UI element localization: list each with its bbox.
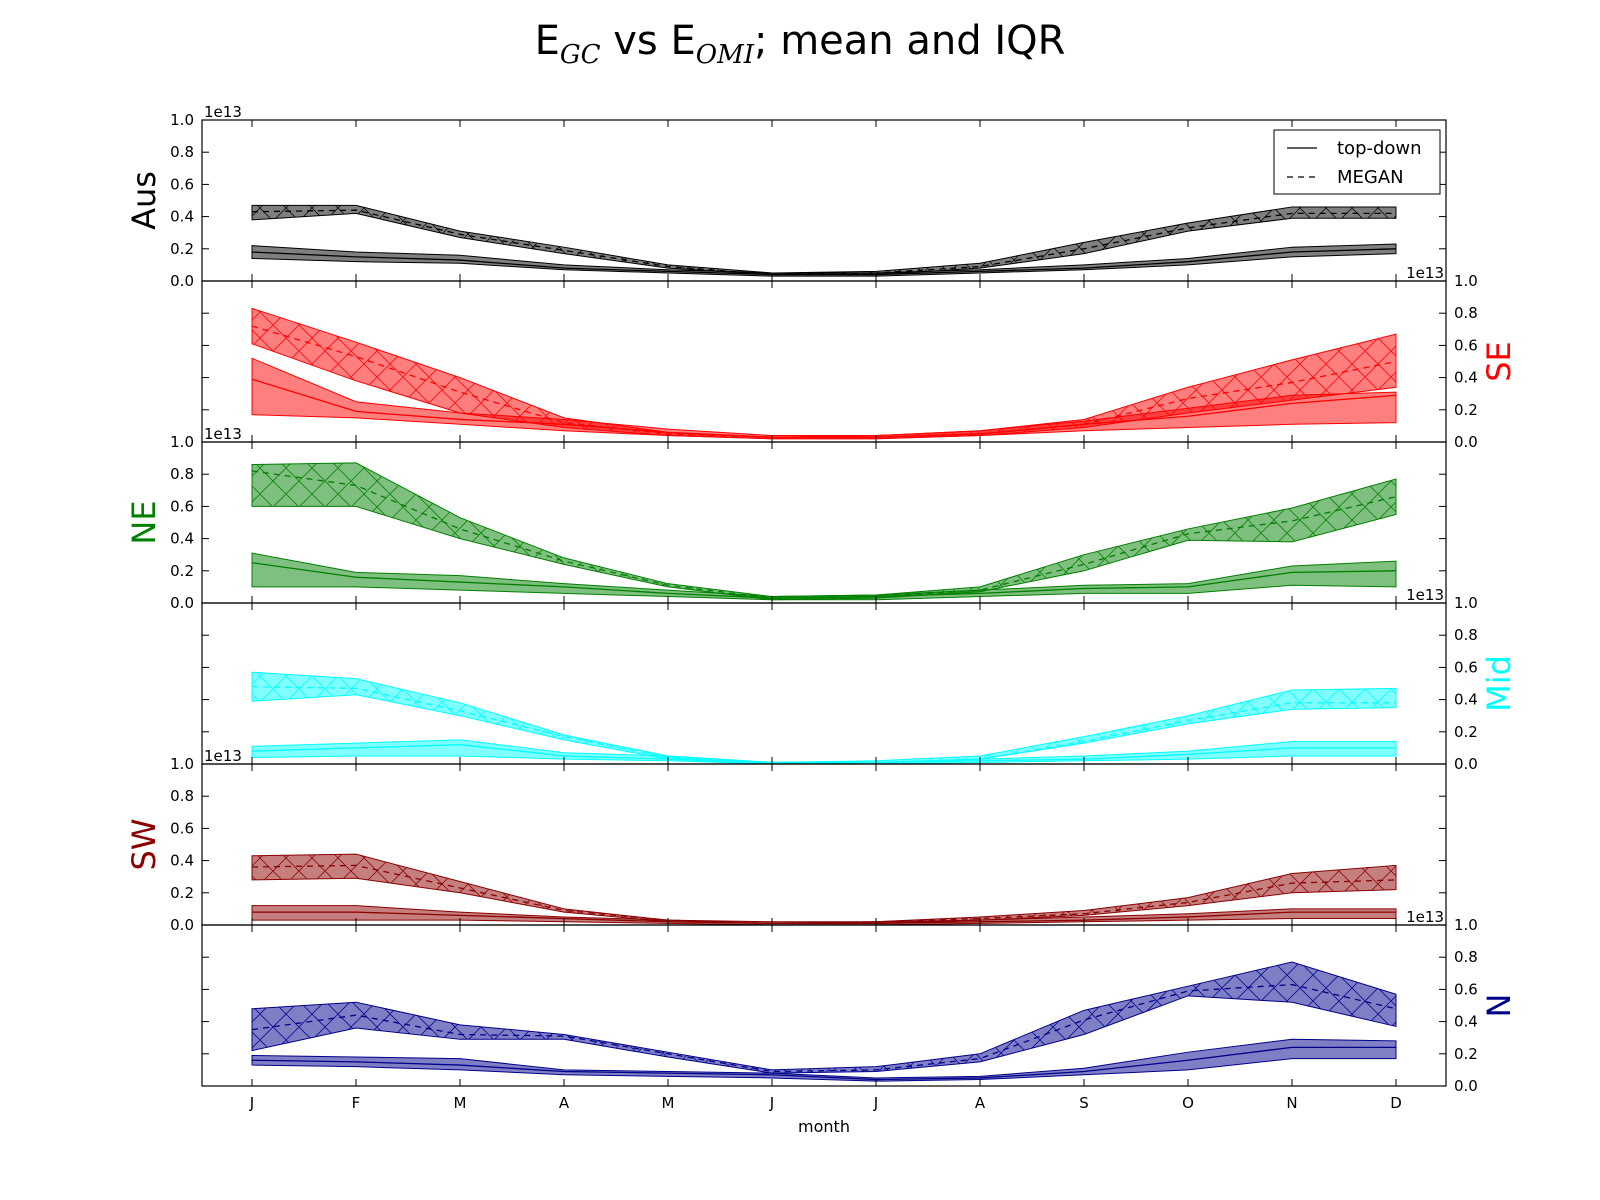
y-tick-label: 0.4 — [170, 208, 194, 226]
y-tick-label: 1.0 — [170, 755, 194, 773]
y-tick-label: 1.0 — [1454, 272, 1478, 290]
x-tick-label: M — [662, 1094, 675, 1112]
region-label-mid: Mid — [1480, 655, 1518, 712]
x-tick-label: F — [352, 1094, 361, 1112]
y-tick-label: 0.8 — [170, 465, 194, 483]
y-tick-label: 0.8 — [1454, 948, 1478, 966]
megan-iqr-hatch — [252, 854, 1396, 924]
x-tick-label: J — [769, 1094, 774, 1112]
y-tick-label: 0.8 — [170, 787, 194, 805]
panel-frame — [201, 924, 1447, 1087]
y-tick-label: 0.6 — [1454, 658, 1478, 676]
megan-mean-line — [251, 209, 1396, 276]
offset-label: 1e13 — [204, 103, 242, 121]
legend-label: top-down — [1337, 138, 1422, 159]
y-tick-label: 0.8 — [1454, 304, 1478, 322]
y-tick-label: 0.6 — [170, 497, 194, 515]
y-tick-label: 0.0 — [170, 594, 194, 612]
x-tick-label: O — [1182, 1094, 1194, 1112]
top-down-iqr-band — [251, 243, 1397, 277]
title-sub1: GC — [559, 40, 601, 70]
megan-mean-line — [251, 325, 1397, 438]
y-tick-label: 0.4 — [170, 530, 194, 548]
legend: top-down MEGAN — [1273, 129, 1441, 195]
panel-frame — [201, 763, 1447, 926]
title-rest: ; mean and IQR — [754, 18, 1066, 64]
region-label-se: SE — [1480, 341, 1518, 382]
panel-n: 0.0 0.2 0.4 0.6 0.8 1.0 1e13 N — [201, 908, 1518, 1095]
chart-title: EGC vs EOMI; mean and IQR — [0, 18, 1600, 70]
region-label-ne: NE — [125, 500, 163, 544]
x-tick-label: S — [1079, 1094, 1089, 1112]
y-tick-label: 0.4 — [1454, 369, 1478, 387]
megan-iqr-hatch — [252, 672, 1396, 764]
offset-label: 1e13 — [204, 425, 242, 443]
region-label-aus: Aus — [125, 171, 163, 230]
panel-mid: 0.0 0.2 0.4 0.6 0.8 1.0 1e13 Mid — [201, 586, 1518, 773]
y-tick-label: 0.2 — [170, 562, 194, 580]
y-tick-label: 0.0 — [170, 916, 194, 934]
y-tick-label: 0.2 — [1454, 401, 1478, 419]
y-tick-label: 0.4 — [1454, 691, 1478, 709]
y-tick-label: 0.2 — [1454, 723, 1478, 741]
y-tick-label: 0.0 — [1454, 755, 1478, 773]
megan-iqr-hatch — [252, 462, 1396, 600]
megan-mean-line — [251, 686, 1396, 764]
y-tick-label: 0.2 — [170, 884, 194, 902]
y-tick-label: 0.4 — [170, 852, 194, 870]
y-tick-label: 0.4 — [1454, 1013, 1478, 1031]
offset-label: 1e13 — [1406, 586, 1444, 604]
y-tick-label: 0.2 — [170, 240, 194, 258]
x-tick-label: D — [1390, 1094, 1402, 1112]
y-tick-label: 0.6 — [170, 819, 194, 837]
panel-frame — [201, 602, 1447, 765]
x-tick-label: J — [249, 1094, 254, 1112]
panel-sw: 0.0 0.2 0.4 0.6 0.8 1.0 1e13 SW — [125, 747, 1447, 934]
legend-label: MEGAN — [1337, 167, 1404, 188]
x-tick-label: N — [1286, 1094, 1297, 1112]
title-e2: E — [670, 18, 696, 64]
y-tick-label: 0.0 — [1454, 1077, 1478, 1095]
y-tick-label: 1.0 — [1454, 594, 1478, 612]
x-axis-label: month — [798, 1117, 850, 1136]
x-tick-label: J — [873, 1094, 878, 1112]
y-tick-label: 0.0 — [1454, 433, 1478, 451]
y-tick-label: 0.6 — [1454, 336, 1478, 354]
title-sub2: OMI — [695, 40, 754, 70]
region-label-n: N — [1480, 994, 1518, 1018]
megan-mean-line — [251, 470, 1397, 599]
panel-aus: 0.0 0.2 0.4 0.6 0.8 1.0 1e13 Aus — [125, 103, 1447, 290]
region-label-sw: SW — [125, 819, 163, 871]
panel-se: 0.0 0.2 0.4 0.6 0.8 1.0 1e13 SE — [201, 264, 1518, 451]
megan-mean-line — [251, 983, 1397, 1073]
megan-iqr-hatch — [252, 962, 1396, 1074]
y-tick-label: 0.8 — [1454, 626, 1478, 644]
y-tick-label: 0.2 — [1454, 1045, 1478, 1063]
panel-ne: 0.0 0.2 0.4 0.6 0.8 1.0 1e13 NE — [125, 425, 1447, 612]
megan-mean-line — [251, 864, 1397, 925]
megan-iqr-band — [251, 204, 1397, 276]
legend-box — [1273, 129, 1441, 195]
y-tick-label: 0.6 — [170, 175, 194, 193]
x-tick-label: A — [559, 1094, 570, 1112]
y-tick-label: 0.0 — [170, 272, 194, 290]
offset-label: 1e13 — [204, 747, 242, 765]
top-down-iqr-band — [251, 552, 1397, 601]
x-tick-label: M — [454, 1094, 467, 1112]
y-tick-label: 0.8 — [170, 143, 194, 161]
title-e1: E — [534, 18, 560, 64]
y-tick-label: 1.0 — [1454, 916, 1478, 934]
megan-iqr-hatch — [252, 205, 1396, 275]
y-tick-label: 1.0 — [170, 111, 194, 129]
offset-label: 1e13 — [1406, 264, 1444, 282]
x-tick-label: A — [975, 1094, 986, 1112]
y-tick-label: 1.0 — [170, 433, 194, 451]
offset-label: 1e13 — [1406, 908, 1444, 926]
title-vs: vs — [600, 18, 671, 64]
y-tick-label: 0.6 — [1454, 980, 1478, 998]
top-down-iqr-band — [251, 1038, 1397, 1082]
top-down-mean-line — [251, 1046, 1396, 1081]
